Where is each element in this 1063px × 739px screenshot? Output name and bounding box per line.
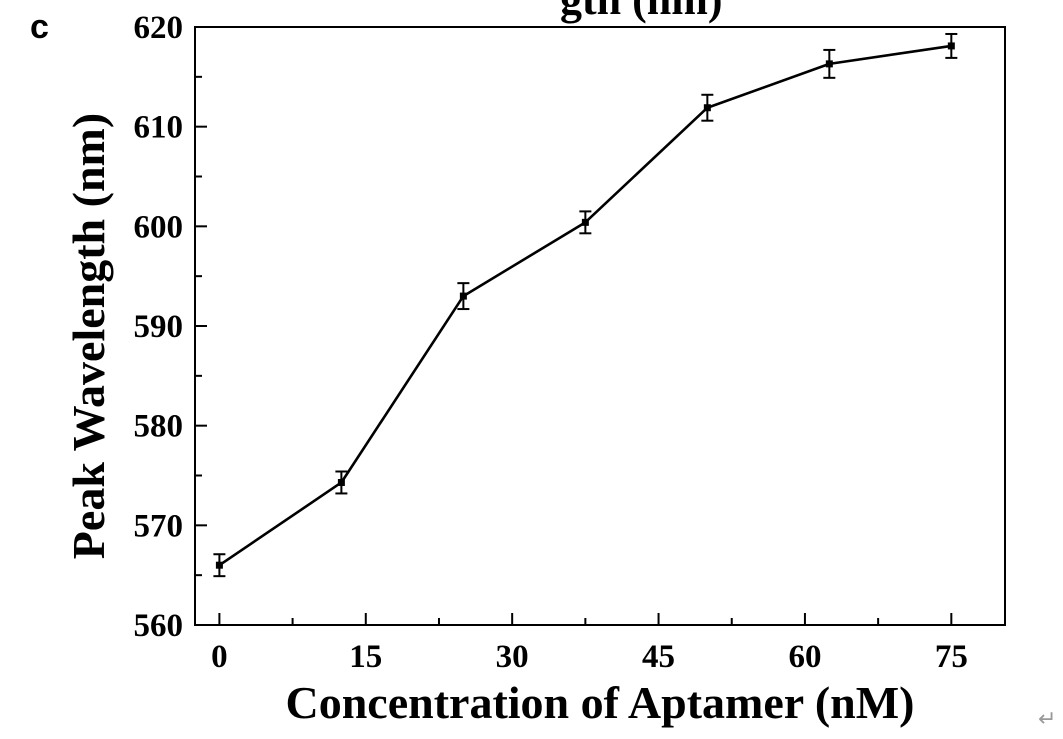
panel-label: c [30, 8, 49, 46]
y-tick-label: 610 [134, 110, 184, 146]
x-tick-label: 0 [211, 639, 228, 675]
x-tick-label: 30 [496, 639, 529, 675]
data-point [581, 218, 589, 226]
y-tick-label: 580 [134, 409, 184, 445]
y-tick-label: 560 [134, 608, 184, 644]
return-mark: ↵ [1038, 707, 1056, 732]
x-tick-label: 45 [642, 639, 675, 675]
y-axis-title: Peak Wavelength (nm) [63, 113, 114, 559]
x-tick-label: 15 [349, 639, 382, 675]
data-point [825, 60, 833, 68]
y-tick-label: 590 [134, 309, 184, 345]
series-line [218, 44, 952, 567]
y-axis-tick-labels: 560 570 580 590 600 610 620 [134, 10, 184, 644]
data-point [337, 478, 345, 486]
y-tick-label: 600 [134, 209, 184, 245]
data-point [703, 104, 711, 112]
y-axis-ticks [195, 26, 207, 626]
x-axis-title: Concentration of Aptamer (nM) [286, 677, 915, 728]
axes [194, 26, 1006, 626]
plot-frame [194, 26, 1006, 626]
data-point [947, 42, 955, 50]
y-tick-label: 620 [134, 10, 184, 46]
x-tick-label: 60 [788, 639, 821, 675]
data-point [459, 292, 467, 300]
y-tick-label: 570 [134, 508, 184, 544]
x-axis-tick-labels: 0 15 30 45 60 75 [211, 639, 968, 675]
series-layer [213, 32, 958, 578]
x-tick-label: 75 [935, 639, 968, 675]
clipped-chart-title: gth (nm) [560, 0, 723, 24]
data-point [215, 561, 223, 569]
x-axis-ticks [218, 613, 953, 625]
